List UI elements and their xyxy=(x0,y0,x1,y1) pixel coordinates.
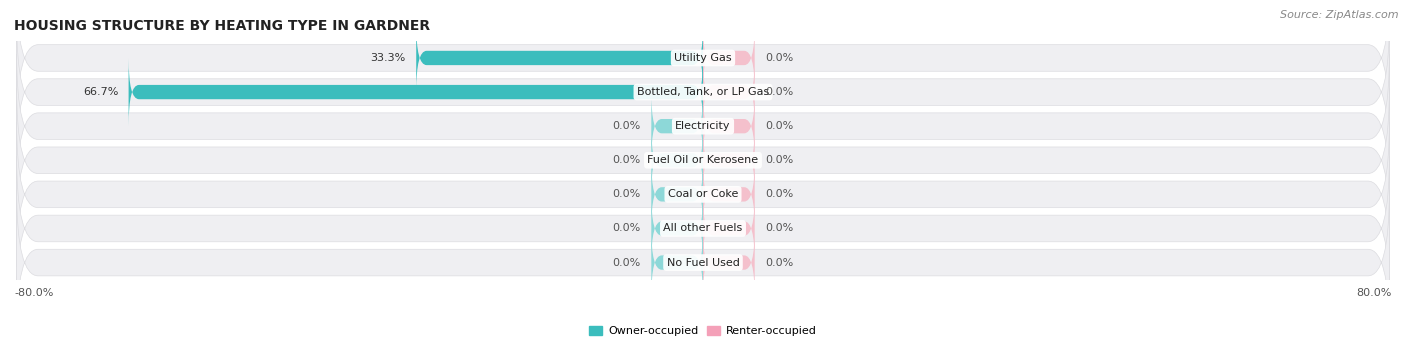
FancyBboxPatch shape xyxy=(17,88,1389,232)
Text: 0.0%: 0.0% xyxy=(765,155,793,165)
Text: Utility Gas: Utility Gas xyxy=(675,53,731,63)
FancyBboxPatch shape xyxy=(703,58,755,126)
FancyBboxPatch shape xyxy=(651,229,703,296)
Text: 0.0%: 0.0% xyxy=(765,87,793,97)
Text: 0.0%: 0.0% xyxy=(765,121,793,131)
FancyBboxPatch shape xyxy=(651,92,703,160)
FancyBboxPatch shape xyxy=(651,161,703,228)
FancyBboxPatch shape xyxy=(651,127,703,194)
Text: 0.0%: 0.0% xyxy=(613,223,641,234)
FancyBboxPatch shape xyxy=(703,92,755,160)
Text: All other Fuels: All other Fuels xyxy=(664,223,742,234)
Text: HOUSING STRUCTURE BY HEATING TYPE IN GARDNER: HOUSING STRUCTURE BY HEATING TYPE IN GAR… xyxy=(14,19,430,33)
Text: 0.0%: 0.0% xyxy=(765,257,793,268)
FancyBboxPatch shape xyxy=(17,157,1389,300)
FancyBboxPatch shape xyxy=(17,54,1389,198)
Text: 0.0%: 0.0% xyxy=(613,121,641,131)
Text: 0.0%: 0.0% xyxy=(613,155,641,165)
FancyBboxPatch shape xyxy=(703,229,755,296)
FancyBboxPatch shape xyxy=(17,191,1389,335)
Text: 0.0%: 0.0% xyxy=(613,189,641,199)
Text: 66.7%: 66.7% xyxy=(83,87,118,97)
FancyBboxPatch shape xyxy=(651,195,703,262)
Text: Source: ZipAtlas.com: Source: ZipAtlas.com xyxy=(1281,10,1399,20)
Text: 0.0%: 0.0% xyxy=(765,223,793,234)
Text: Coal or Coke: Coal or Coke xyxy=(668,189,738,199)
Text: Bottled, Tank, or LP Gas: Bottled, Tank, or LP Gas xyxy=(637,87,769,97)
Text: No Fuel Used: No Fuel Used xyxy=(666,257,740,268)
Text: 33.3%: 33.3% xyxy=(371,53,406,63)
Text: 0.0%: 0.0% xyxy=(613,257,641,268)
FancyBboxPatch shape xyxy=(17,122,1389,266)
FancyBboxPatch shape xyxy=(703,195,755,262)
FancyBboxPatch shape xyxy=(416,24,703,92)
Text: Electricity: Electricity xyxy=(675,121,731,131)
Text: Fuel Oil or Kerosene: Fuel Oil or Kerosene xyxy=(647,155,759,165)
FancyBboxPatch shape xyxy=(128,58,703,126)
Text: 0.0%: 0.0% xyxy=(765,189,793,199)
FancyBboxPatch shape xyxy=(17,20,1389,164)
Legend: Owner-occupied, Renter-occupied: Owner-occupied, Renter-occupied xyxy=(585,322,821,341)
Text: 80.0%: 80.0% xyxy=(1357,288,1392,298)
FancyBboxPatch shape xyxy=(703,127,755,194)
FancyBboxPatch shape xyxy=(703,24,755,92)
FancyBboxPatch shape xyxy=(703,161,755,228)
Text: -80.0%: -80.0% xyxy=(14,288,53,298)
FancyBboxPatch shape xyxy=(17,0,1389,130)
Text: 0.0%: 0.0% xyxy=(765,53,793,63)
